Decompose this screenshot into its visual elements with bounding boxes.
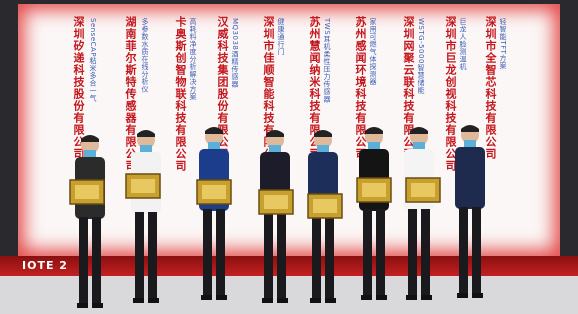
person [199, 127, 229, 300]
award-plaque [197, 180, 231, 204]
person [359, 127, 389, 300]
person [455, 125, 485, 298]
person [404, 127, 434, 300]
people [0, 0, 578, 314]
photo: 深圳矽递科技股份有限公司 SenseCAP粘米多合一气 湖南菲尔斯特传感器有限公… [0, 0, 578, 314]
person [131, 130, 161, 303]
award-plaque [259, 190, 293, 214]
person [260, 130, 290, 303]
award-plaque [126, 174, 160, 198]
person [75, 135, 105, 308]
award-plaque [357, 178, 391, 202]
award-plaque [406, 178, 440, 202]
award-plaque [70, 180, 104, 204]
award-plaque [308, 194, 342, 218]
